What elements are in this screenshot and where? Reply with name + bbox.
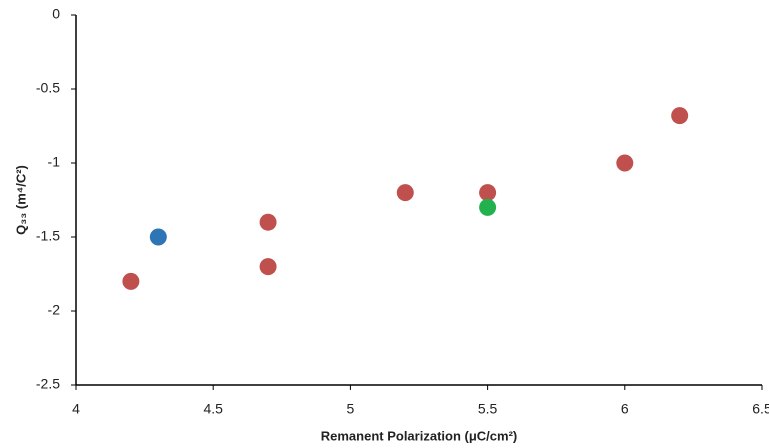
point: [259, 258, 277, 276]
x-tick-label: 5.5: [478, 401, 498, 417]
x-tick-label: 5: [347, 401, 355, 417]
point: [479, 184, 497, 202]
point: [259, 213, 277, 231]
point: [149, 228, 167, 246]
x-tick-label: 4: [72, 401, 80, 417]
y-axis-label: Q₃₃ (m⁴/C²): [13, 165, 28, 235]
x-tick-label: 4.5: [203, 401, 223, 417]
y-tick-label: -2: [48, 302, 61, 318]
point: [671, 107, 689, 125]
y-tick-label: -1: [48, 154, 61, 170]
point: [479, 198, 497, 216]
x-axis-label: Remanent Polarization (μC/cm²): [321, 428, 517, 443]
x-tick-label: 6.5: [752, 401, 769, 417]
point: [396, 184, 414, 202]
x-tick-label: 6: [621, 401, 629, 417]
y-tick-label: -2.5: [36, 376, 60, 392]
y-tick-label: -1.5: [36, 228, 60, 244]
point: [616, 154, 634, 172]
point: [122, 272, 140, 290]
y-tick-label: -0.5: [36, 80, 60, 96]
y-tick-label: 0: [52, 6, 60, 22]
